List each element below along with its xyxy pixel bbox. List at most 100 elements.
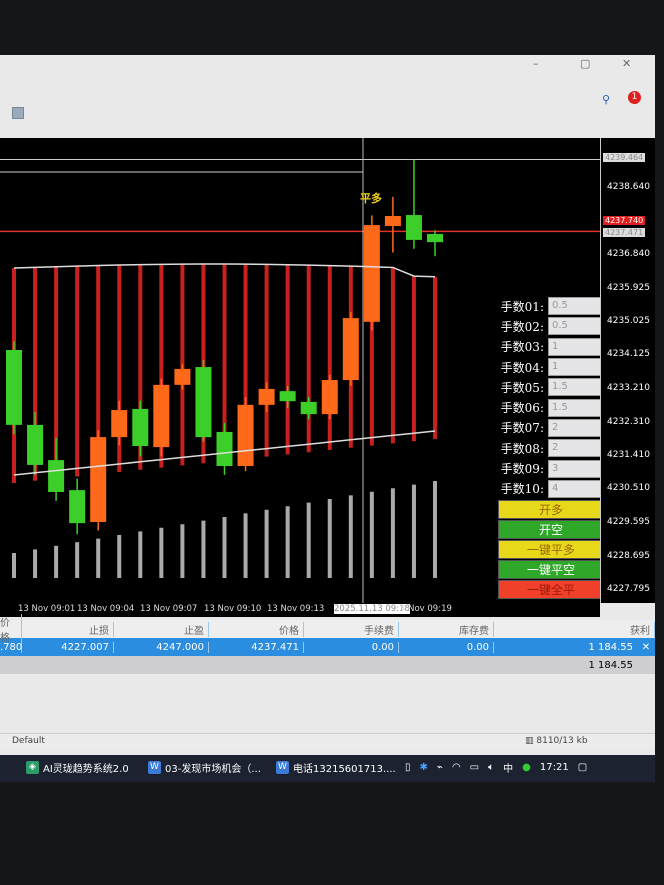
price-tick: 4228.695 xyxy=(607,550,650,561)
top-line-label: 4239.464 xyxy=(603,153,646,163)
close-button[interactable]: ✕ xyxy=(622,57,632,70)
lot-input[interactable]: 1.5 xyxy=(548,398,604,417)
lot-label: 手数05: xyxy=(500,380,544,395)
table-cell: 4227.007 xyxy=(22,641,114,653)
table-cell: 0.00 xyxy=(304,641,399,653)
lot-row: 手数03: 1 xyxy=(498,337,604,357)
time-label: 13 Nov 09:10 xyxy=(204,604,262,614)
lot-row: 手数08: 2 xyxy=(498,438,604,458)
price-tick: 4238.640 xyxy=(607,182,650,192)
time-label: 13 Nov 09:04 xyxy=(77,604,135,614)
maximize-button[interactable]: ▢ xyxy=(580,57,591,70)
usb-icon[interactable]: ▯ xyxy=(405,762,411,773)
table-cell: 4247.000 xyxy=(114,641,209,653)
network-icon[interactable]: ⌁ xyxy=(436,762,443,773)
table-row[interactable]: .780 4227.007 4247.000 4237.471 0.00 0.00 1 18… xyxy=(0,638,655,656)
candle-body xyxy=(90,437,107,523)
close-all-short-button[interactable]: 一键平空 xyxy=(498,559,604,579)
action-center-icon[interactable]: ▢ xyxy=(577,762,588,773)
lot-row: 手数07: 2 xyxy=(498,418,604,438)
time-label: 13 Nov 09:07 xyxy=(140,604,198,614)
connection-traffic: ▥ 8110/13 kb xyxy=(525,736,588,746)
price-tick: 4234.125 xyxy=(607,349,650,360)
candle-body xyxy=(279,391,296,402)
candle-body xyxy=(427,233,443,243)
lot-input[interactable]: 3 xyxy=(548,459,604,478)
column-header[interactable]: 止损 xyxy=(22,621,114,637)
wifi-icon[interactable]: ◠ xyxy=(451,762,461,773)
column-header[interactable]: 库存费 xyxy=(399,621,494,637)
lot-input[interactable]: 1 xyxy=(548,358,604,377)
column-header[interactable]: 价格 xyxy=(209,621,304,637)
lot-input[interactable]: 4 xyxy=(548,479,604,498)
profile-name: Default xyxy=(12,736,45,746)
minimize-button[interactable]: – xyxy=(533,57,539,70)
candle-body xyxy=(342,318,359,381)
column-header[interactable]: 止盈 xyxy=(114,621,209,637)
word-icon: W xyxy=(148,761,161,774)
lot-row: 手数10: 4 xyxy=(498,479,604,499)
price-axis: 4238.640 4236.840 4235.925 4235.025 4234.125… xyxy=(600,138,655,603)
trade-panel: 手数01: 0.5 手数02: 0.5 手数03: 1 手数04: 1 手数05: 1.5 手数06… xyxy=(498,296,604,599)
time-axis: 13 Nov 09:01 13 Nov 09:04 13 Nov 09:07 13 N… xyxy=(0,603,600,617)
time-label: 2025.11.13 09:18 xyxy=(334,604,410,614)
notification-badge[interactable]: 1 xyxy=(628,91,641,104)
shield-app-icon: ◈ xyxy=(26,761,39,774)
candle-body xyxy=(384,215,401,226)
task-ai-system[interactable]: ◈ AI灵珑趋势系统2.0 xyxy=(26,760,129,775)
task-word-doc-2[interactable]: W 电话13215601713.... xyxy=(276,760,396,775)
price-chart[interactable]: 平多 手数01: 0.5 手数02: 0.5 手数03: 1 手数04: 1 手数05: 1.5 手… xyxy=(0,138,604,603)
column-header[interactable]: 获利 xyxy=(494,621,655,637)
bluetooth-icon[interactable]: ✱ xyxy=(419,762,428,773)
price-tick: 4233.210 xyxy=(607,383,650,394)
ime-indicator[interactable]: 中 xyxy=(503,764,514,775)
battery-icon[interactable]: ▭ xyxy=(469,762,480,773)
candle-body xyxy=(195,367,212,438)
taskbar: ◈ AI灵珑趋势系统2.0 W 03-发现市场机会（... W 电话132156017… xyxy=(0,755,655,782)
clock[interactable]: 17:21 xyxy=(539,762,569,773)
lot-label: 手数10: xyxy=(500,482,544,497)
lot-label: 手数01: xyxy=(500,299,544,314)
time-label: 13 Nov 09:13 xyxy=(267,604,325,614)
table-cell: 4237.471 xyxy=(209,641,304,653)
lot-input[interactable]: 0.5 xyxy=(548,297,604,316)
candle-body xyxy=(216,431,233,467)
system-tray: ▯ ✱ ⌁ ◠ ▭ 🔈︎ 中 ● 17:21 ▢ xyxy=(405,760,587,775)
lot-input[interactable]: 2 xyxy=(548,439,604,458)
lot-label: 手数02: xyxy=(500,319,544,334)
task-word-doc-1[interactable]: W 03-发现市场机会（... xyxy=(148,760,261,775)
volume-icon[interactable]: 🔈︎ xyxy=(488,762,495,773)
close-all-button[interactable]: 一键全平 xyxy=(498,579,604,599)
lot-input[interactable]: 1.5 xyxy=(548,378,604,397)
lot-label: 手数03: xyxy=(500,340,544,355)
lower-band xyxy=(13,430,436,476)
price-tick: 4230.510 xyxy=(607,483,650,494)
time-label: 13 Nov 09:01 xyxy=(18,604,76,614)
candle-body xyxy=(237,404,254,467)
price-tick: 4236.840 xyxy=(607,248,650,259)
lot-row: 手数02: 0.5 xyxy=(498,316,604,336)
search-icon[interactable]: ⚲ xyxy=(602,93,611,106)
lot-input[interactable]: 1 xyxy=(548,337,604,356)
candle-body xyxy=(27,424,44,465)
column-header[interactable]: 手续费 xyxy=(304,621,399,637)
candle-body xyxy=(132,408,149,447)
lot-input[interactable]: 0.5 xyxy=(548,317,604,336)
lot-row: 手数04: 1 xyxy=(498,357,604,377)
candle-body xyxy=(69,490,86,524)
candle-body xyxy=(6,349,22,425)
candle-body xyxy=(174,368,191,385)
toolbar-template-icon[interactable] xyxy=(12,107,24,119)
column-header[interactable]: 价格 xyxy=(0,614,22,644)
price-tick: 4235.925 xyxy=(607,282,650,293)
lot-input[interactable]: 2 xyxy=(548,418,604,437)
open-long-button[interactable]: 开多 xyxy=(498,499,604,519)
lot-row: 手数06: 1.5 xyxy=(498,397,604,417)
candle-body xyxy=(300,401,317,415)
close-all-long-button[interactable]: 一键平多 xyxy=(498,539,604,559)
price-tick: 4232.310 xyxy=(607,416,650,427)
app-tray-icon[interactable]: ● xyxy=(522,762,531,773)
close-position-icon[interactable]: ✕ xyxy=(641,641,651,653)
open-short-button[interactable]: 开空 xyxy=(498,519,604,539)
table-cell: 0.00 xyxy=(399,641,494,653)
